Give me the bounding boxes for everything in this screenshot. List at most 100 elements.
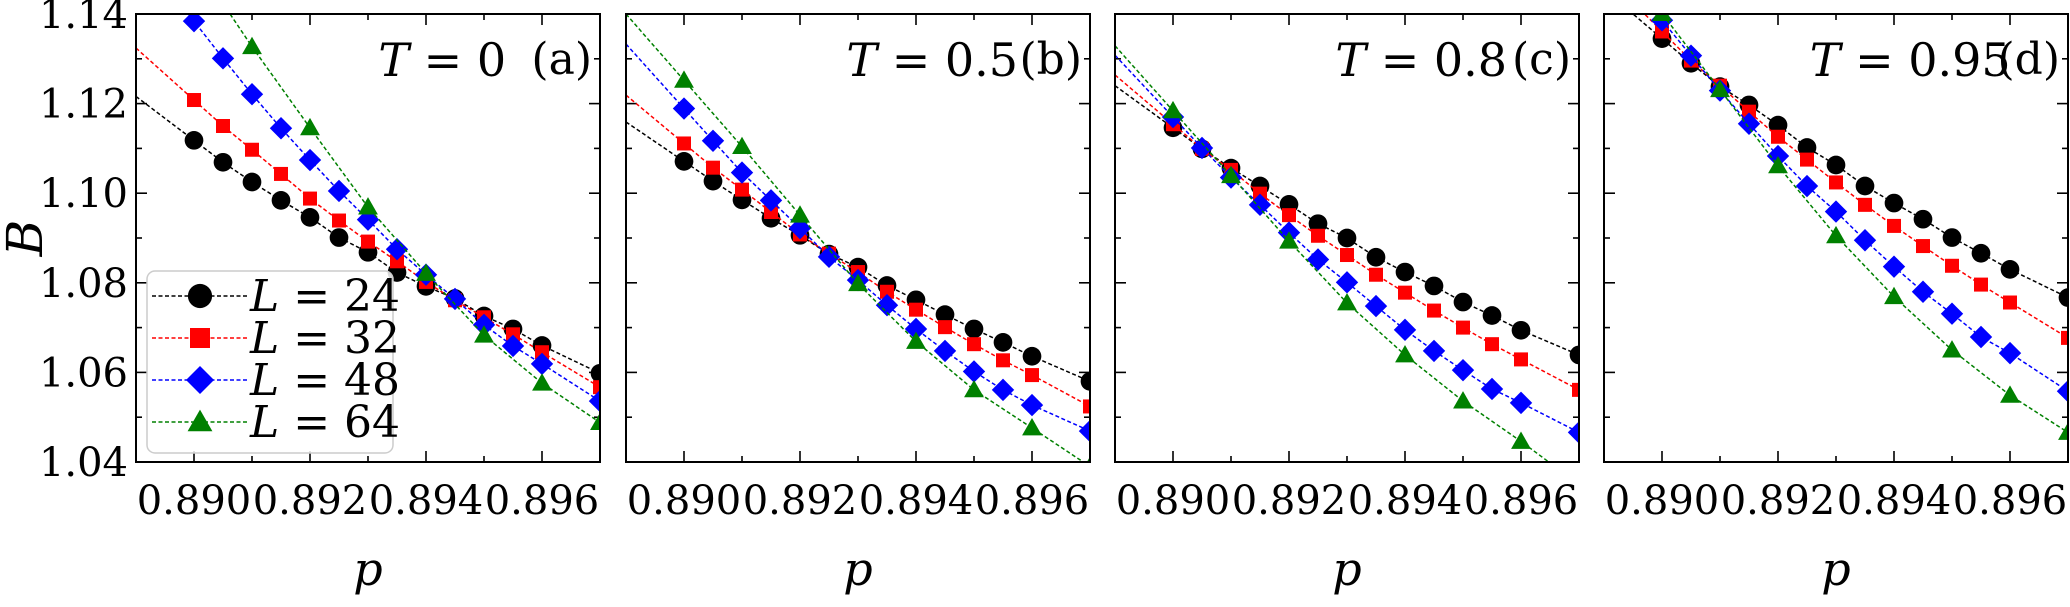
- data-point: [1971, 243, 1991, 263]
- panel-title: T = 0.8: [1335, 33, 1507, 87]
- x-tick-label: 0.892: [1232, 478, 1347, 524]
- data-point: [1737, 112, 1761, 135]
- data-point: [1795, 174, 1819, 198]
- series-line-32: [626, 94, 1090, 408]
- y-tick-label: 1.08: [39, 261, 128, 307]
- data-point: [535, 345, 549, 360]
- data-point: [964, 319, 984, 339]
- data-point: [730, 161, 754, 184]
- series-line-48: [626, 43, 1090, 432]
- data-point: [1884, 286, 1904, 305]
- legend-marker-circle: [187, 283, 213, 309]
- data-point: [732, 136, 752, 155]
- data-point: [1335, 271, 1359, 294]
- data-point: [996, 353, 1010, 368]
- legend-marker-triangle: [187, 409, 213, 432]
- legend-label-var: L: [249, 271, 279, 322]
- data-point: [993, 333, 1013, 352]
- data-point: [1163, 100, 1183, 119]
- data-point: [1509, 391, 1533, 415]
- data-point: [1884, 193, 1904, 213]
- data-point: [1797, 138, 1817, 157]
- data-point: [880, 284, 894, 299]
- data-point: [332, 213, 346, 228]
- data-point: [1456, 320, 1470, 335]
- data-point: [1887, 218, 1901, 233]
- data-point: [1308, 214, 1328, 234]
- data-point: [703, 171, 723, 191]
- data-point: [1511, 431, 1531, 449]
- series-line-24: [1115, 85, 1579, 356]
- data-point: [303, 191, 317, 206]
- x-tick-label: 0.892: [1721, 478, 1836, 524]
- panel-title-rest: = 0.5: [877, 33, 1018, 87]
- data-point: [416, 263, 436, 281]
- data-point: [501, 334, 525, 358]
- data-point: [1916, 239, 1930, 254]
- data-point: [298, 148, 322, 172]
- data-point: [764, 205, 778, 220]
- series-line-24: [1631, 14, 2068, 299]
- data-point: [1800, 152, 1814, 167]
- panel-title: T = 0.95: [1810, 33, 2011, 87]
- panel-title-var: T: [846, 33, 880, 87]
- data-point: [1911, 280, 1935, 303]
- data-point: [1940, 302, 1964, 325]
- x-tick-label: 0.894: [1348, 478, 1463, 524]
- data-point: [274, 166, 288, 181]
- panel-d: 0.890 0.892 0.894 0.896 p T = 0.95(d): [1603, 13, 2069, 596]
- data-point: [211, 47, 235, 70]
- data-point: [672, 97, 696, 120]
- data-point: [1364, 294, 1388, 318]
- data-point: [1942, 228, 1962, 247]
- data-point: [1078, 419, 1090, 443]
- data-point: [1882, 255, 1906, 278]
- data-point: [1080, 372, 1090, 391]
- panel-title-var: T: [378, 33, 412, 87]
- legend-box: [146, 270, 394, 454]
- data-point: [300, 117, 320, 136]
- legend-label: L = 48: [249, 355, 400, 406]
- data-point: [1022, 346, 1042, 366]
- data-point: [1768, 155, 1788, 174]
- x-axis-label: p: [1821, 542, 1850, 596]
- panel-label: (b): [1020, 34, 1083, 85]
- data-point: [506, 327, 520, 342]
- panel-title-rest: = 0.8: [1366, 33, 1507, 87]
- data-point: [590, 412, 600, 431]
- data-point: [242, 36, 262, 55]
- data-point: [938, 320, 952, 335]
- data-point: [1826, 155, 1846, 175]
- legend-item: L = 24: [152, 271, 400, 322]
- panel-label: (a): [531, 34, 592, 85]
- legend-label-rest: = 64: [279, 397, 400, 448]
- data-point: [1337, 293, 1357, 311]
- data-point: [271, 191, 291, 210]
- y-tick-label: 1.12: [39, 82, 128, 128]
- data-point: [759, 189, 783, 212]
- data-point: [390, 254, 404, 269]
- data-point: [1826, 225, 1846, 244]
- legend-label: L = 24: [249, 271, 400, 322]
- data-point: [1398, 285, 1412, 300]
- data-point: [2058, 422, 2068, 440]
- data-point: [1511, 320, 1531, 340]
- data-point: [1422, 339, 1446, 363]
- legend-marker-diamond: [186, 366, 214, 394]
- data-point: [964, 379, 984, 398]
- data-point: [1369, 267, 1383, 282]
- x-tick-label: 0.890: [1605, 478, 1720, 524]
- data-point: [385, 238, 409, 261]
- data-point: [1679, 44, 1703, 67]
- panel-title: T = 0.5: [846, 33, 1018, 87]
- data-point: [182, 14, 206, 33]
- data-point: [1514, 352, 1528, 367]
- data-point: [1652, 14, 1672, 21]
- panel-title-var: T: [1810, 33, 1844, 87]
- legend-item: L = 48: [152, 355, 400, 406]
- data-point: [2003, 295, 2017, 310]
- x-tick-label: 0.894: [369, 478, 484, 524]
- data-point: [1427, 303, 1441, 318]
- y-tick-label: 1.14: [39, 0, 128, 38]
- data-point: [1829, 175, 1843, 190]
